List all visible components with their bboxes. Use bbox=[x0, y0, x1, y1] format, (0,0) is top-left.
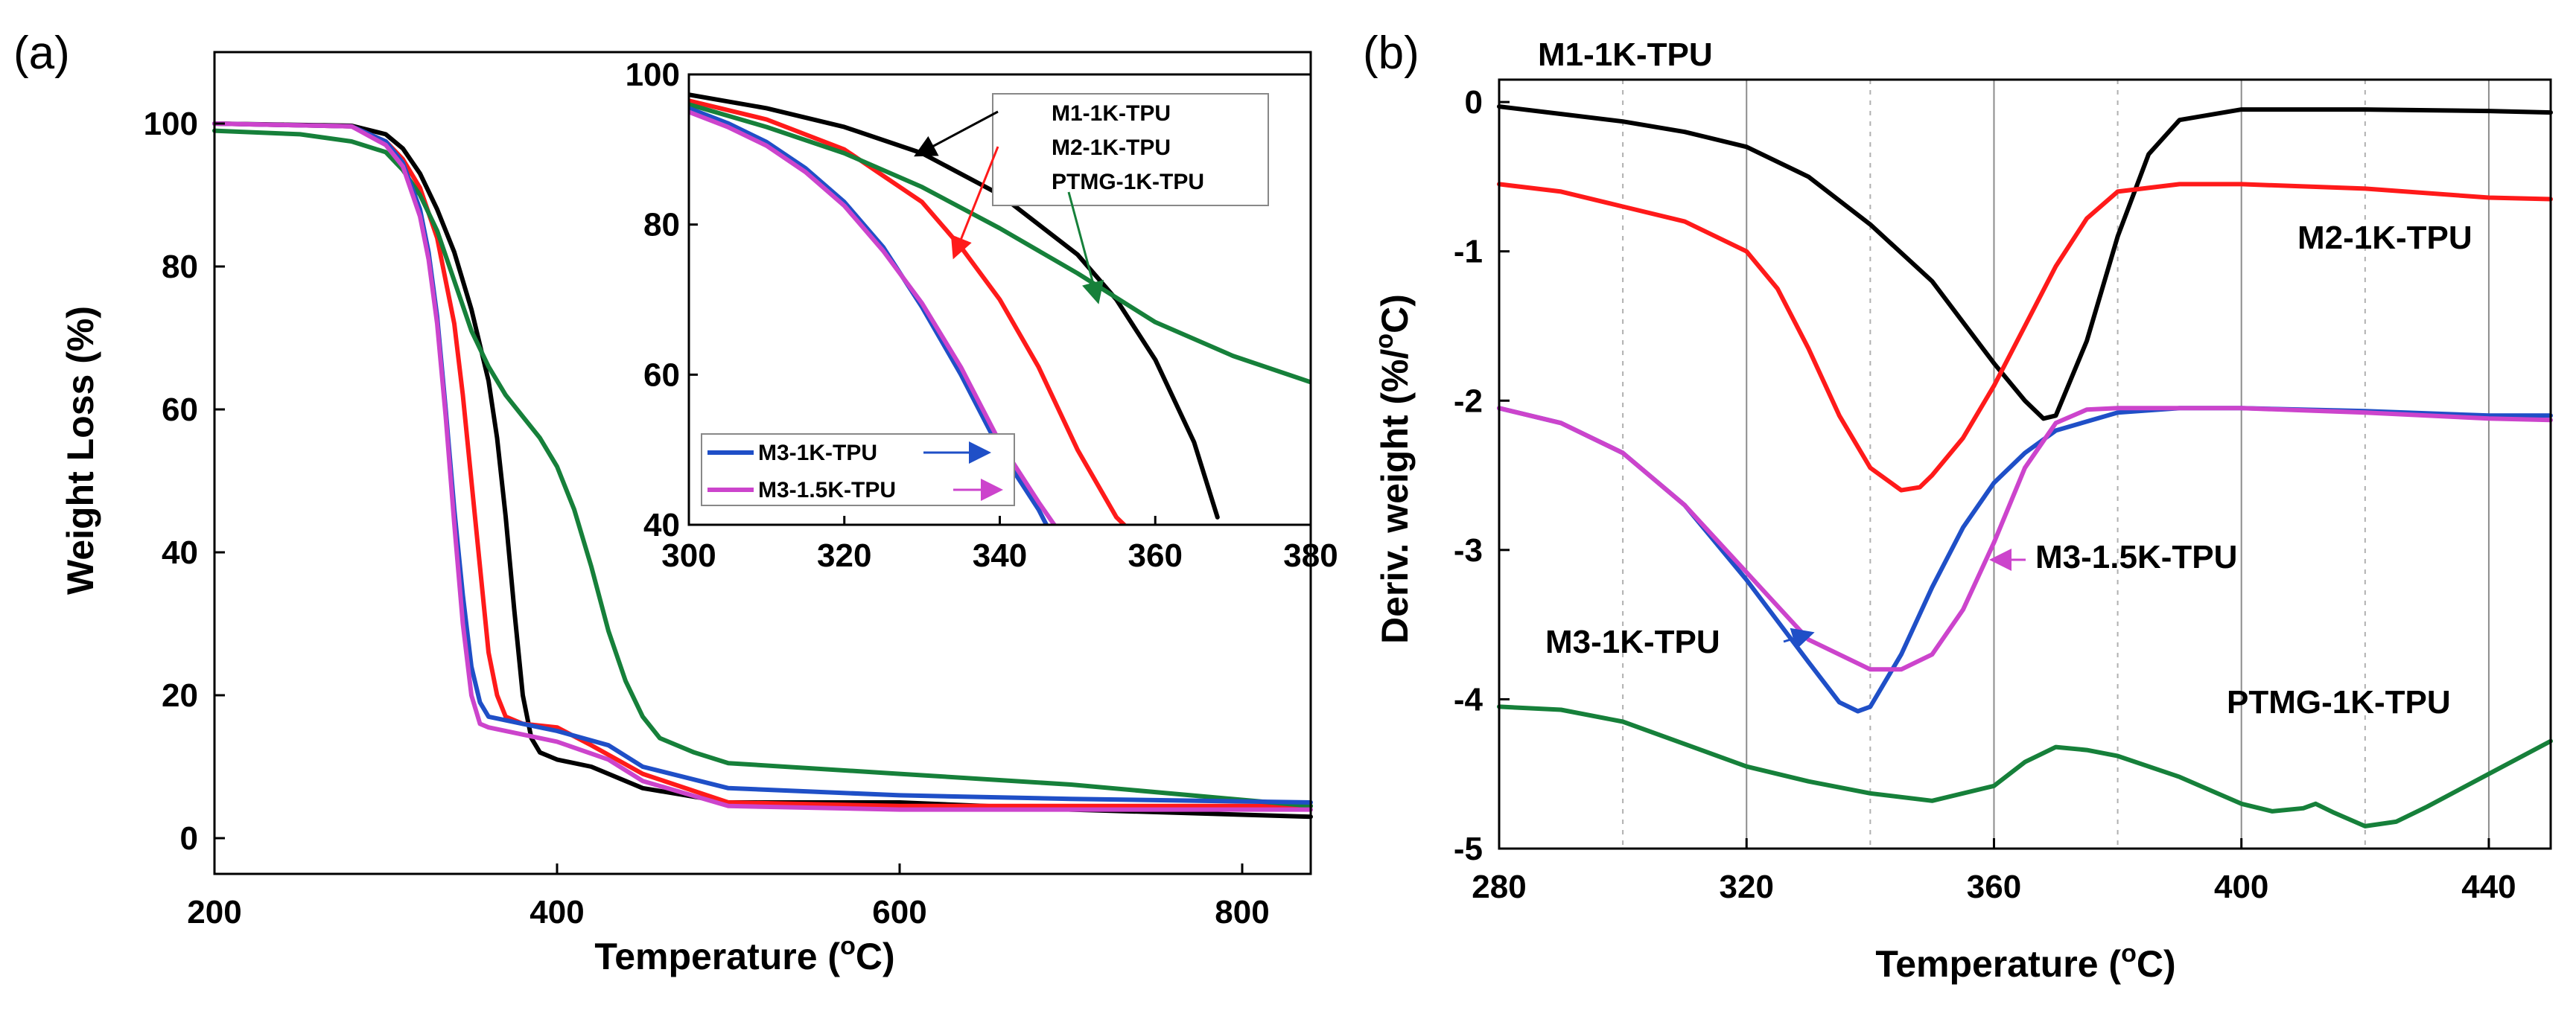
legend-label-m1: M1-1K-TPU bbox=[1052, 101, 1171, 126]
panel-b-ytick-label--2: -2 bbox=[1454, 383, 1483, 419]
panel-a: (a) 200 400 600 800 0 20 40 60 80 100 Weight Loss… bbox=[13, 28, 1338, 977]
panel-a-ylabel: Weight Loss (%) bbox=[60, 306, 101, 595]
inset-series-m1-1k-tpu bbox=[689, 92, 1220, 520]
inset-xtick-label-340: 340 bbox=[973, 537, 1027, 574]
inset-xtick-label-360: 360 bbox=[1128, 537, 1183, 574]
panel-a-xtick-label-400: 400 bbox=[529, 894, 584, 930]
panel-b-ytick-label-0: 0 bbox=[1465, 84, 1483, 121]
inset: 300 320 340 360 380 40 60 80 100 M1-1K-TPU M2-1K… bbox=[626, 57, 1338, 574]
inset-xtick-label-320: 320 bbox=[817, 537, 871, 574]
panel-b-frame bbox=[1498, 78, 2552, 850]
panel-b-ytick-label--5: -5 bbox=[1454, 831, 1483, 867]
panel-a-ytick-label-60: 60 bbox=[162, 392, 198, 428]
panel-b-xtick-label-280: 280 bbox=[1472, 869, 1526, 905]
legend-label-m3: M3-1K-TPU bbox=[758, 441, 877, 465]
panel-a-xtick-label-200: 200 bbox=[187, 894, 241, 930]
inset-ytick-label-60: 60 bbox=[643, 357, 680, 393]
panel-b-ytick-label--4: -4 bbox=[1454, 681, 1483, 718]
inset-ytick-label-80: 80 bbox=[643, 207, 680, 243]
arrow-m2 bbox=[950, 146, 999, 260]
panel-b-series-m2-1k-tpu bbox=[1497, 182, 2553, 493]
panel-a-ytick-label-100: 100 bbox=[144, 106, 198, 142]
panel-a-ytick-label-40: 40 bbox=[162, 534, 198, 571]
panel-b-xtick-label-360: 360 bbox=[1967, 869, 2021, 905]
panel-a-series-m2-1k-tpu bbox=[212, 121, 1313, 808]
panel-a-curves bbox=[212, 121, 1313, 820]
series-label-m3: M3-1K-TPU bbox=[1545, 624, 1720, 660]
panel-b-ytick-label--1: -1 bbox=[1454, 234, 1483, 270]
panel-b-series-m1-1k-tpu bbox=[1497, 104, 2553, 421]
panel-b-ytick-label--3: -3 bbox=[1454, 532, 1483, 569]
panel-b-ticks: 280 320 360 400 440 0 -1 -2 -3 -4 -5 bbox=[1454, 84, 2516, 905]
series-label-m1: M1-1K-TPU bbox=[1538, 36, 1713, 73]
panel-b-xlabel: Temperature (oC) bbox=[1875, 939, 2175, 985]
inset-xtick-label-300: 300 bbox=[661, 537, 716, 574]
panel-b-series-ptmg-1k-tpu bbox=[1497, 704, 2553, 828]
series-label-m2: M2-1K-TPU bbox=[2297, 220, 2472, 256]
inset-legend-bottom: M3-1K-TPU M3-1.5K-TPU bbox=[701, 433, 1015, 506]
panel-b-xtick-label-400: 400 bbox=[2214, 869, 2268, 905]
inset-legend-box-top bbox=[992, 93, 1269, 206]
inset-ytick-label-40: 40 bbox=[643, 507, 680, 543]
panel-a-xtick-label-800: 800 bbox=[1215, 894, 1269, 930]
panel-a-series-m3-1-5k-tpu bbox=[212, 121, 1313, 812]
inset-legend-top: M1-1K-TPU M2-1K-TPU PTMG-1K-TPU bbox=[992, 93, 1269, 206]
panel-b-series-m3-1-5k-tpu bbox=[1497, 406, 2553, 672]
panel-b-xtick-label-440: 440 bbox=[2461, 869, 2516, 905]
inset-ytick-label-100: 100 bbox=[626, 57, 680, 93]
panel-a-ytick-label-20: 20 bbox=[162, 677, 198, 714]
inset-ticks: 300 320 340 360 380 40 60 80 100 bbox=[626, 57, 1338, 574]
series-label-ptmg: PTMG-1K-TPU bbox=[2227, 684, 2451, 721]
panel-a-xlabel: Temperature (oC) bbox=[594, 932, 894, 977]
panel-b: (b) 280 320 360 400 440 0 -1 -2 -3 -4 -5 Deriv. we… bbox=[1363, 28, 2553, 985]
panel-b-label: (b) bbox=[1363, 28, 1419, 79]
panel-b-xtick-label-320: 320 bbox=[1720, 869, 1774, 905]
panel-a-ytick-label-0: 0 bbox=[180, 820, 198, 857]
panel-b-ylabel: Deriv. weight (%/oC) bbox=[1370, 294, 1416, 644]
panel-a-ytick-label-80: 80 bbox=[162, 249, 198, 285]
legend-label-ptmg: PTMG-1K-TPU bbox=[1052, 170, 1204, 194]
arrow-m1 bbox=[914, 110, 999, 157]
series-label-m3-1-5k: M3-1.5K-TPU bbox=[2035, 539, 2237, 575]
arrow-ptmg bbox=[1067, 191, 1104, 304]
panel-b-curves bbox=[1497, 104, 2553, 828]
legend-label-m3-1-5k: M3-1.5K-TPU bbox=[758, 478, 896, 502]
inset-xtick-label-380: 380 bbox=[1283, 537, 1338, 574]
panel-a-xtick-label-600: 600 bbox=[872, 894, 926, 930]
arrow-b-m3 bbox=[1783, 628, 1815, 650]
inset-series-ptmg-1k-tpu bbox=[689, 102, 1311, 385]
panel-a-label: (a) bbox=[13, 28, 70, 79]
panel-a-ticks: 200 400 600 800 0 20 40 60 80 100 bbox=[144, 106, 1270, 930]
panel-b-grid bbox=[1622, 80, 2490, 849]
legend-label-m2: M2-1K-TPU bbox=[1052, 135, 1171, 160]
inset-legend-box-bottom bbox=[701, 433, 1015, 506]
